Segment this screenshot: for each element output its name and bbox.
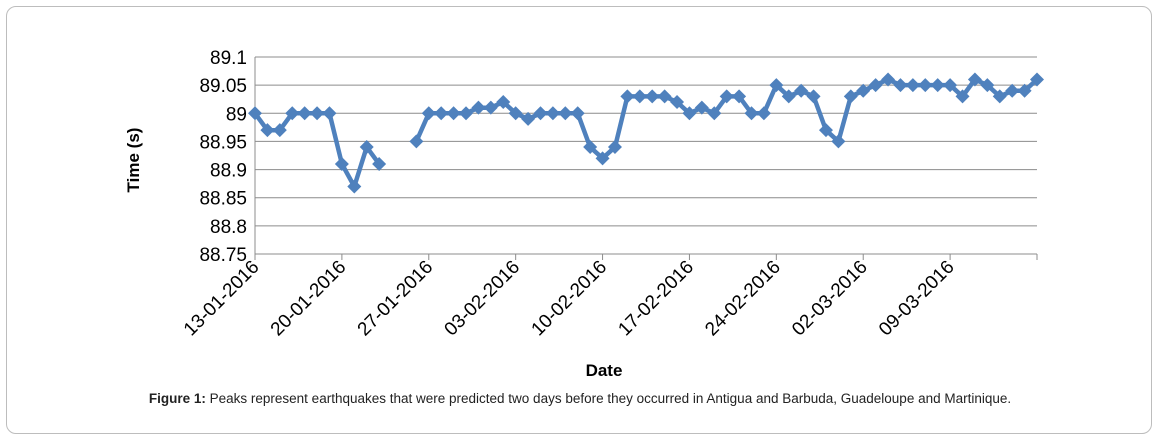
data-point [831, 134, 846, 149]
data-point [856, 83, 871, 98]
series-line [253, 77, 1039, 189]
data-point [359, 140, 374, 155]
data-point [719, 89, 734, 104]
data-point [682, 106, 697, 121]
y-axis-label: Time (s) [124, 128, 143, 193]
data-point [1005, 83, 1020, 98]
y-tick-labels: 89.1 89.05 89 88.95 88.9 88.85 88.8 88.75 [199, 48, 247, 266]
data-point [1030, 72, 1044, 87]
data-point [781, 89, 796, 104]
data-point [483, 100, 498, 115]
data-point [670, 95, 685, 110]
figure-caption-text: Peaks represent earthquakes that were pr… [205, 391, 1012, 406]
data-point [260, 123, 275, 138]
data-point [570, 106, 585, 121]
x-axis-label: Date [586, 361, 623, 380]
line-chart: 89.1 89.05 89 88.95 88.9 88.85 88.8 88.75 13-01… [124, 48, 1044, 380]
data-point [421, 106, 436, 121]
data-point [595, 151, 610, 166]
data-point [334, 156, 349, 171]
y-tick-label: 89 [226, 104, 247, 125]
x-tick-label: 09-03-2016 [875, 257, 959, 341]
data-point [868, 78, 883, 93]
data-point [955, 89, 970, 104]
data-point [620, 89, 635, 104]
data-point [508, 106, 523, 121]
x-tick-label: 03-02-2016 [441, 257, 525, 341]
data-point [930, 78, 945, 93]
x-tick-label: 17-02-2016 [614, 257, 698, 341]
data-point [744, 106, 759, 121]
data-point [657, 89, 672, 104]
data-point [496, 95, 511, 110]
data-point [732, 89, 747, 104]
data-point [967, 72, 982, 87]
data-point [943, 78, 958, 93]
x-tick-label: 27-01-2016 [354, 257, 438, 341]
data-point [322, 106, 337, 121]
data-point [285, 106, 300, 121]
data-point [471, 100, 486, 115]
y-tick-label: 88.85 [199, 189, 247, 210]
data-point [632, 89, 647, 104]
y-tick-label: 88.75 [199, 245, 247, 266]
x-tick-label: 20-01-2016 [267, 257, 351, 341]
data-point [446, 106, 461, 121]
data-point [645, 89, 660, 104]
data-point [310, 106, 325, 121]
data-point [558, 106, 573, 121]
data-point [248, 106, 262, 121]
series-markers [248, 72, 1044, 194]
y-tick-label: 89.05 [199, 76, 247, 97]
data-point [409, 134, 424, 149]
data-point [521, 111, 536, 126]
data-point [843, 89, 858, 104]
x-tick-label: 24-02-2016 [701, 257, 785, 341]
series-line-segment [253, 111, 381, 189]
data-point [905, 78, 920, 93]
data-point [806, 89, 821, 104]
data-point [707, 106, 722, 121]
x-tick-labels: 13-01-2016 20-01-2016 27-01-2016 03-02-2016… [180, 257, 959, 341]
data-point [980, 78, 995, 93]
data-point [992, 89, 1007, 104]
data-point [881, 72, 896, 87]
figure-frame [6, 6, 1152, 434]
data-point [545, 106, 560, 121]
data-point [372, 156, 387, 171]
x-tick-label: 02-03-2016 [788, 257, 872, 341]
y-tick-label: 88.9 [210, 161, 247, 182]
data-point [794, 83, 809, 98]
x-tick-label: 10-02-2016 [528, 257, 612, 341]
data-point [434, 106, 449, 121]
data-point [769, 78, 784, 93]
data-point [607, 140, 622, 155]
data-point [459, 106, 474, 121]
data-point [272, 123, 287, 138]
axes [254, 57, 1038, 260]
data-point [818, 123, 833, 138]
y-tick-label: 88.8 [210, 217, 247, 238]
data-point [297, 106, 312, 121]
data-point [533, 106, 548, 121]
figure-caption: Figure 1: Peaks represent earthquakes th… [0, 391, 1160, 406]
data-point [347, 179, 362, 194]
data-point [918, 78, 933, 93]
figure-caption-label: Figure 1: [148, 391, 206, 406]
x-tick-label: 13-01-2016 [180, 257, 264, 341]
data-point [756, 106, 771, 121]
y-tick-label: 88.95 [199, 132, 247, 153]
data-point [583, 140, 598, 155]
y-tick-label: 89.1 [210, 48, 247, 69]
data-point [694, 100, 709, 115]
data-point [1017, 83, 1032, 98]
data-point [893, 78, 908, 93]
